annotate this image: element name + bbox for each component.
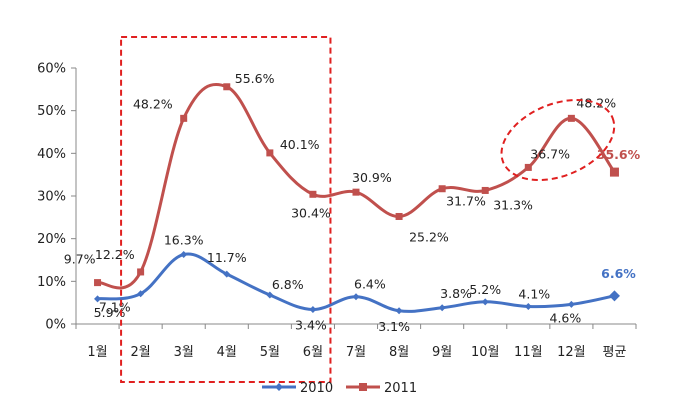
data-label: 31.3%	[493, 197, 533, 212]
data-point	[524, 163, 532, 171]
data-point	[395, 212, 403, 220]
y-tick-label: 20%	[37, 232, 66, 247]
data-point	[438, 304, 446, 312]
data-label: 4.1%	[518, 287, 550, 302]
x-tick-label: 4월	[217, 345, 237, 360]
x-tick-labels: 1월 2월 3월 4월 5월 6월 7월 8월 9월 10월 11월 12월 평균	[87, 345, 626, 360]
x-tick-label: 3월	[174, 345, 194, 360]
highlight-rectangle	[120, 36, 332, 383]
data-label: 30.9%	[352, 170, 392, 185]
data-label: 5.9%	[94, 305, 126, 320]
data-point	[137, 268, 145, 276]
data-point	[223, 83, 231, 91]
y-tick-label: 30%	[37, 190, 66, 205]
data-label: 55.6%	[235, 71, 275, 86]
data-point	[352, 293, 360, 301]
data-label: 3.4%	[295, 317, 327, 332]
data-point	[137, 290, 145, 298]
x-tick-label: 평균	[603, 345, 627, 360]
legend-label: 2011	[384, 381, 417, 396]
x-tick-label: 11월	[514, 345, 543, 360]
x-tick-label: 1월	[87, 345, 107, 360]
data-point	[309, 305, 317, 313]
data-label: 40.1%	[280, 137, 320, 152]
data-label: 7.1%	[99, 300, 131, 315]
legend-label: 2010	[300, 381, 333, 396]
data-label: 35.6%	[597, 147, 641, 162]
legend-marker	[359, 383, 367, 391]
y-tick-labels: 0% 10% 20% 30% 40% 50% 60%	[37, 62, 66, 333]
legend-marker	[275, 383, 283, 391]
data-point	[395, 307, 403, 315]
data-point	[266, 149, 274, 157]
x-tick-label: 9월	[432, 345, 452, 360]
data-point	[352, 188, 360, 196]
data-point	[94, 279, 102, 287]
data-point	[481, 298, 489, 306]
data-label: 4.6%	[550, 310, 582, 325]
data-label: 6.6%	[601, 266, 636, 281]
data-label: 6.8%	[272, 277, 304, 292]
y-tick-label: 0%	[45, 318, 66, 333]
data-point	[608, 290, 620, 302]
data-label: 25.2%	[409, 229, 449, 244]
x-tick-label: 8월	[389, 345, 409, 360]
y-tick-label: 10%	[37, 275, 66, 290]
y-tick-label: 60%	[37, 62, 66, 77]
data-point	[180, 114, 188, 122]
data-point	[481, 186, 489, 194]
x-tick-label: 10월	[471, 345, 500, 360]
data-point	[524, 303, 532, 311]
legend: 2010 2011	[262, 381, 417, 396]
data-point	[223, 270, 231, 278]
highlight-ellipse	[500, 98, 616, 182]
highlight-annotations	[120, 36, 616, 383]
data-point	[180, 250, 188, 258]
data-label: 31.7%	[446, 194, 486, 209]
x-tick-label: 12월	[557, 345, 586, 360]
axes	[71, 67, 637, 329]
data-label: 9.7%	[64, 252, 96, 267]
data-label: 5.2%	[469, 282, 501, 297]
data-point	[438, 185, 446, 193]
x-tick-label: 7월	[346, 345, 366, 360]
data-point	[266, 291, 274, 299]
data-label: 3.1%	[378, 319, 410, 334]
data-label: 11.7%	[207, 250, 247, 265]
y-tick-label: 40%	[37, 147, 66, 162]
y-tick-label: 50%	[37, 104, 66, 119]
x-tick-label: 5월	[260, 345, 280, 360]
data-label: 48.2%	[133, 96, 173, 111]
data-labels: 5.9%7.1% 16.3%11.7% 6.8% 3.4% 6.4% 3.1% 3.8%5.…	[64, 71, 641, 334]
data-label: 30.4%	[291, 205, 331, 220]
data-label: 16.3%	[164, 232, 204, 247]
x-tick-label: 2월	[130, 345, 150, 360]
data-label: 36.7%	[530, 146, 570, 161]
x-tick-label: 6월	[303, 345, 323, 360]
data-label: 12.2%	[95, 247, 135, 262]
data-point	[567, 114, 575, 122]
data-point	[609, 167, 619, 177]
data-label: 48.2%	[576, 95, 616, 110]
data-point	[94, 295, 102, 303]
data-point	[567, 300, 575, 308]
data-label: 3.8%	[440, 286, 472, 301]
data-label: 6.4%	[354, 277, 386, 292]
series-group	[94, 82, 620, 315]
data-point	[309, 190, 317, 198]
